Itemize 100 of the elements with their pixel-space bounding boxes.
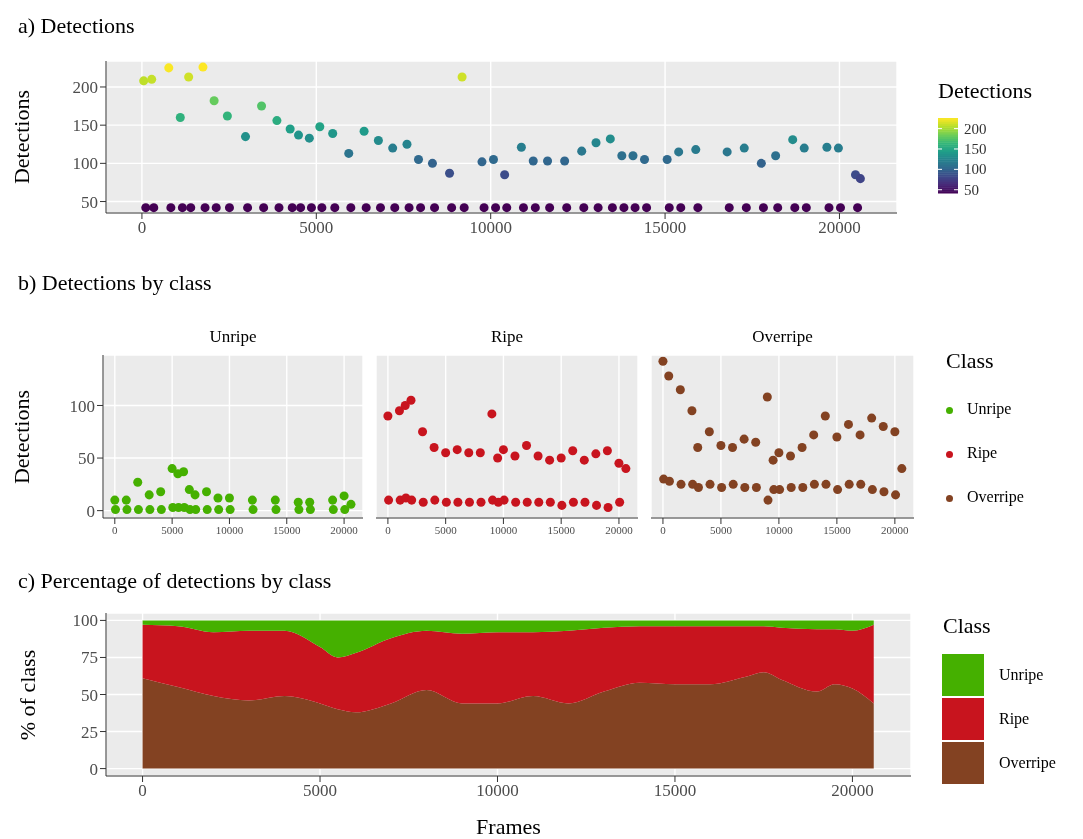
point [179, 467, 189, 477]
point [768, 455, 778, 465]
x-tick-label: 20000 [818, 218, 861, 238]
x-tick-label: 20000 [881, 523, 910, 536]
point [603, 502, 613, 512]
point [464, 448, 474, 458]
x-tick-label: 10000 [215, 523, 244, 536]
x-axis-title: Frames [476, 814, 541, 839]
point [122, 505, 132, 515]
point [728, 479, 738, 489]
point [464, 497, 474, 507]
point [213, 493, 223, 503]
color-bar-label: 200 [964, 120, 987, 137]
y-tick-label: 0 [86, 501, 95, 521]
y-tick-label: 75 [81, 648, 98, 668]
point [430, 495, 440, 505]
x-tick-label: 15000 [643, 218, 687, 238]
text: Ripe [999, 710, 1030, 728]
point [704, 427, 714, 437]
point [247, 495, 257, 505]
point [844, 479, 854, 489]
text: Overripe [999, 754, 1056, 772]
legend-label: Overripe [967, 488, 1024, 505]
point [133, 505, 143, 515]
point [774, 448, 784, 458]
chart-subtitle: Overripe [751, 327, 814, 347]
x-tick-label: 20000 [831, 781, 874, 801]
point [693, 443, 703, 453]
point [580, 497, 590, 507]
x-tick-label: 10000 [765, 523, 794, 536]
point [429, 443, 439, 453]
y-tick-label: 50 [81, 685, 98, 705]
point [110, 495, 120, 505]
y-tick-label: 100 [72, 154, 98, 174]
y-tick-label: 150 [72, 116, 98, 136]
point [167, 464, 177, 474]
point [739, 434, 749, 444]
point [785, 451, 796, 461]
point [786, 483, 796, 493]
y-tick-label: 50 [78, 449, 95, 469]
x-tick-label: 0 [112, 523, 119, 536]
point [441, 448, 451, 458]
point [346, 499, 356, 509]
point [184, 485, 194, 495]
point [305, 505, 315, 515]
point [202, 487, 212, 497]
x-tick-label: 10000 [469, 218, 512, 238]
point [498, 445, 508, 455]
legend-label: Unripe [967, 400, 1012, 417]
color-bar-label: 50 [964, 181, 979, 198]
point [556, 453, 566, 463]
y-tick-label: 50 [81, 192, 98, 212]
point [693, 483, 703, 493]
y-tick-label: 100 [69, 396, 95, 416]
x-tick-label: 5000 [161, 523, 184, 536]
point [591, 449, 601, 459]
x-tick-label: 5000 [709, 523, 733, 536]
chart-subtitle: Ripe [489, 327, 525, 347]
point [522, 440, 532, 450]
point [809, 430, 819, 440]
point [441, 497, 451, 507]
chart-title: c) Percentage of detections by class [18, 568, 332, 594]
point [809, 479, 819, 489]
point [676, 479, 686, 489]
point [740, 483, 750, 493]
point [897, 464, 907, 474]
point [579, 455, 589, 465]
color-bar-label: 100 [964, 161, 987, 178]
y-tick-label: 200 [72, 78, 98, 97]
y-tick-label: 0 [89, 759, 98, 779]
x-tick-label: 15000 [273, 523, 302, 536]
y-tick-label: 100 [72, 611, 98, 631]
point [890, 427, 900, 437]
point [156, 505, 166, 515]
point [191, 505, 201, 515]
point [664, 371, 674, 381]
point [475, 448, 485, 458]
point [856, 479, 866, 489]
text: Unripe [999, 666, 1044, 684]
point [797, 443, 807, 453]
point [340, 505, 350, 515]
point [545, 497, 555, 507]
x-tick-label: 15000 [547, 523, 576, 536]
legend-title: Detections [938, 78, 1033, 103]
point [493, 453, 503, 463]
y-axis-title: % of class [15, 649, 41, 740]
point [798, 483, 808, 493]
point [224, 493, 234, 503]
point [510, 451, 520, 461]
point [763, 495, 773, 505]
point [487, 409, 497, 419]
point [775, 485, 785, 495]
point [751, 483, 761, 493]
point [843, 419, 853, 429]
x-tick-label: 15000 [653, 781, 697, 801]
point [145, 505, 155, 515]
x-tick-label: 10000 [489, 523, 518, 536]
point [476, 497, 486, 507]
x-tick-label: 0 [385, 523, 392, 536]
point [728, 443, 738, 453]
